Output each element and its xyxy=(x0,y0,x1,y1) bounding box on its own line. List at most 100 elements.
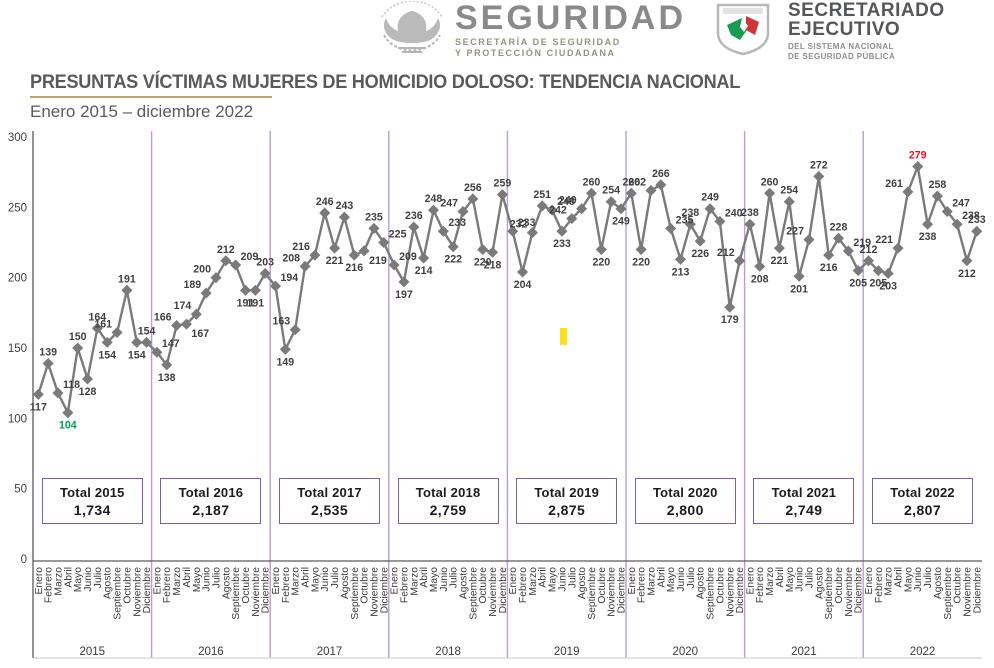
data-point-marker xyxy=(971,225,983,237)
data-point-label: 213 xyxy=(672,266,690,278)
data-point-label: 246 xyxy=(316,196,334,208)
x-axis-month-label: Noviembre xyxy=(488,567,499,617)
data-point-label: 261 xyxy=(885,178,903,190)
data-point-marker xyxy=(299,260,311,272)
x-axis-month-label: Enero xyxy=(627,567,638,595)
data-point-label: 235 xyxy=(365,211,383,223)
data-point-marker xyxy=(398,276,410,288)
x-axis-month-label: Octubre xyxy=(834,567,845,604)
data-point-marker xyxy=(912,161,924,173)
total-box-value: 2,759 xyxy=(429,501,467,518)
data-point-label: 216 xyxy=(820,262,838,274)
data-point-label: 262 xyxy=(628,176,646,188)
x-axis-month-label: Abril xyxy=(63,567,74,588)
x-axis-month-label: Abril xyxy=(182,567,193,588)
data-point-label: 272 xyxy=(810,159,828,171)
x-axis-year-label: 2020 xyxy=(673,646,699,658)
data-point-label: 242 xyxy=(549,205,567,217)
data-point-marker xyxy=(418,252,430,264)
x-axis-month-label: Agosto xyxy=(933,567,944,599)
data-point-marker xyxy=(42,357,54,369)
x-axis-month-label: Enero xyxy=(34,567,45,595)
data-point-label: 247 xyxy=(440,198,458,210)
secretariado-subtitle-line2: DE SEGURIDAD PÚBLICA xyxy=(788,51,896,61)
seguridad-wordmark: SEGURIDAD xyxy=(455,0,687,37)
x-axis-month-label: Marzo xyxy=(409,567,420,596)
data-point-label: 154 xyxy=(138,325,156,337)
data-point-label: 254 xyxy=(602,185,620,197)
x-axis-month-label: Diciembre xyxy=(972,567,983,614)
data-point-label: 154 xyxy=(128,349,146,361)
data-point-marker xyxy=(230,259,242,271)
data-point-label: 191 xyxy=(247,297,265,309)
x-axis-month-label: Agosto xyxy=(103,567,114,599)
data-point-marker xyxy=(803,234,815,246)
data-point-label: 166 xyxy=(154,311,172,323)
data-point-label: 216 xyxy=(292,241,310,253)
x-axis-month-label: Mayo xyxy=(73,567,84,592)
data-point-marker xyxy=(585,187,597,199)
data-point-marker xyxy=(408,221,420,233)
x-axis-month-label: Agosto xyxy=(340,567,351,599)
x-axis-month-label: Noviembre xyxy=(607,567,618,617)
data-point-label: 167 xyxy=(191,328,209,340)
x-axis-month-label: Diciembre xyxy=(735,567,746,614)
x-axis-month-label: Septiembre xyxy=(706,567,717,620)
data-point-label: 203 xyxy=(879,280,897,292)
data-point-marker xyxy=(269,280,282,292)
max-value-label: 279 xyxy=(909,150,927,162)
data-point-label: 161 xyxy=(94,319,112,331)
x-axis-month-label: Enero xyxy=(271,567,282,595)
x-axis-month-label: Julio xyxy=(330,567,341,588)
data-point-label: 209 xyxy=(241,251,259,263)
data-point-label: 218 xyxy=(484,259,502,271)
x-axis-month-label: Enero xyxy=(152,567,163,595)
total-box-value: 2,187 xyxy=(192,501,230,518)
data-point-label: 200 xyxy=(193,264,211,276)
data-point-label: 238 xyxy=(682,207,700,219)
data-point-label: 212 xyxy=(217,244,235,256)
x-axis-month-label: Marzo xyxy=(53,567,64,596)
x-axis-month-label: Febrero xyxy=(755,567,766,603)
y-axis-tick-label: 250 xyxy=(8,202,27,214)
data-point-label: 222 xyxy=(444,254,462,266)
data-point-label: 219 xyxy=(369,255,387,267)
data-point-marker xyxy=(645,184,657,196)
data-point-label: 163 xyxy=(273,316,291,328)
data-point-marker xyxy=(694,235,706,247)
data-point-marker xyxy=(635,244,647,256)
x-axis-month-label: Febrero xyxy=(518,567,529,603)
total-box-2017: Total 2017 2,535 xyxy=(279,478,380,524)
data-point-label: 221 xyxy=(875,234,893,246)
x-axis-month-label: Septiembre xyxy=(587,567,598,620)
data-point-label: 256 xyxy=(464,182,482,194)
total-box-title: Total 2016 xyxy=(178,484,244,500)
x-axis-month-label: Abril xyxy=(419,567,430,588)
data-point-label: 205 xyxy=(849,278,867,290)
data-point-label: 238 xyxy=(962,210,980,222)
total-box-2019: Total 2019 2,875 xyxy=(516,478,618,524)
x-axis-month-label: Diciembre xyxy=(854,567,865,614)
total-box-title: Total 2019 xyxy=(534,484,599,500)
total-box-2016: Total 2016 2,187 xyxy=(160,478,262,524)
data-point-label: 258 xyxy=(929,179,947,191)
x-axis-month-label: Julio xyxy=(449,567,460,588)
x-axis-month-label: Junio xyxy=(83,567,94,592)
data-point-label: 221 xyxy=(326,255,344,267)
data-point-label: 191 xyxy=(118,273,136,285)
y-axis-tick-label: 200 xyxy=(8,273,27,285)
x-axis-month-label: Noviembre xyxy=(369,567,380,617)
x-axis-month-label: Enero xyxy=(390,567,401,595)
x-axis-month-label: Octubre xyxy=(953,567,964,604)
data-point-marker xyxy=(210,272,222,284)
data-point-label: 208 xyxy=(751,273,769,285)
x-axis-month-label: Noviembre xyxy=(251,567,262,617)
data-point-marker xyxy=(517,266,529,278)
x-axis-month-label: Julio xyxy=(923,567,934,588)
data-point-marker xyxy=(338,211,350,223)
data-point-label: 249 xyxy=(701,192,719,204)
data-point-marker xyxy=(764,187,776,199)
seguridad-subtitle-line2: Y PROTECCIÓN CIUDADANA xyxy=(455,48,616,58)
data-point-label: 191 xyxy=(237,297,255,309)
